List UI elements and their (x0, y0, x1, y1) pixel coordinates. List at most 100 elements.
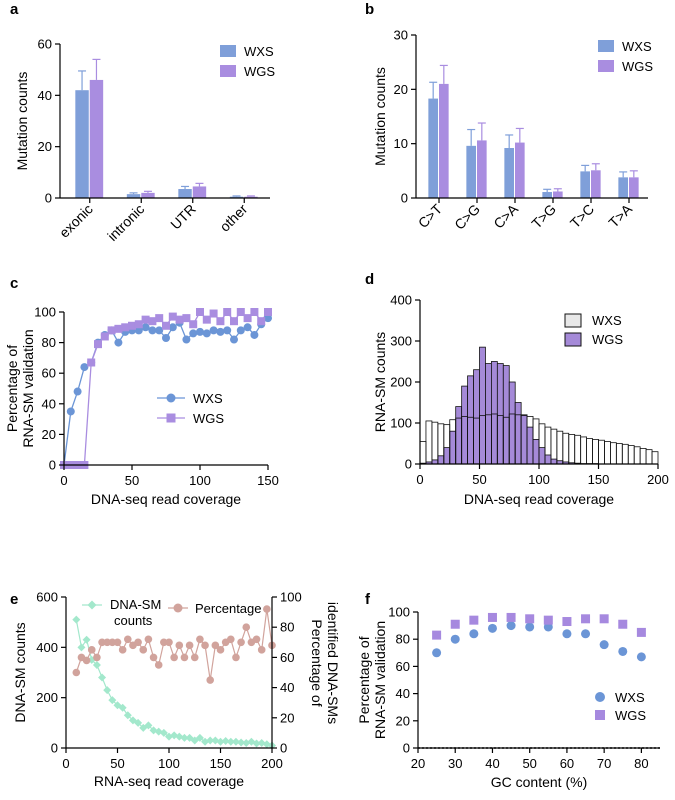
point-wxs-15 (80, 363, 89, 372)
hist-bar-wxs-115 (556, 430, 564, 465)
panel-e-y-tick-label: 600 (36, 590, 58, 605)
bar-wgs-c-t (439, 83, 449, 198)
panel-f-x-tick-label: 70 (597, 756, 611, 771)
panel-f-y-tick-label: 60 (396, 659, 410, 674)
point-wgs-20 (87, 358, 96, 367)
panel-d-y-axis-label: RNA-SM counts (372, 332, 388, 432)
panel-label-b: b (365, 1, 374, 18)
point-wgs-30 (100, 332, 109, 341)
point-wxs-50 (525, 622, 535, 632)
panel-e-right-y-tick-label: 40 (280, 680, 294, 695)
hist-bar-wxs-125 (568, 434, 576, 465)
point-percentage-70 (134, 638, 142, 647)
point-wgs-80 (168, 312, 177, 321)
panel-b-y-tick-label: 20 (394, 82, 408, 97)
hist-bar-wxs-170 (621, 443, 629, 465)
point-wxs-5 (66, 407, 75, 416)
panel-d-x-axis-label: DNA-seq read coverage (464, 491, 614, 507)
point-wgs-35 (107, 326, 116, 335)
point-wxs-95 (189, 329, 198, 338)
hist-bar-wgs-45 (473, 369, 480, 465)
hist-bar-wxs-175 (627, 445, 635, 465)
point-percentage-135 (201, 641, 209, 650)
panel-e-right-axis-label: Percentage of (309, 619, 325, 706)
point-dna-sm-counts-80 (144, 721, 153, 730)
bar-wxs-c-t (428, 98, 438, 198)
legend-swatch-wgs (220, 65, 236, 77)
panel-label-e: e (10, 591, 18, 608)
hist-bar-wgs-30 (455, 406, 463, 465)
hist-bar-wgs-90 (526, 426, 534, 465)
hist-bar-wxs-190 (645, 449, 653, 465)
point-percentage-55 (118, 646, 127, 654)
point-wgs-45 (121, 323, 130, 332)
panel-f-y-tick-label: 40 (396, 686, 410, 701)
point-wxs-45 (506, 621, 516, 631)
panel-c-x-tick-label: 100 (189, 473, 211, 488)
legend-label-wgs: WGS (592, 332, 623, 347)
point-wxs-40 (487, 623, 497, 633)
panel-d-y-tick-label: 300 (390, 334, 412, 349)
point-percentage-150 (216, 646, 225, 654)
hist-bar-wxs-150 (598, 439, 605, 465)
point-percentage-115 (180, 653, 189, 662)
point-wgs-65 (148, 317, 157, 326)
point-wgs-135 (243, 314, 252, 323)
panel-a-y-axis-label: Mutation counts (14, 72, 30, 171)
hist-bar-wgs-65 (496, 363, 504, 465)
point-dna-sm-counts-160 (226, 737, 235, 746)
bar-wxs-intronic (126, 194, 141, 198)
point-percentage-20 (82, 656, 91, 665)
point-percentage-195 (263, 605, 271, 613)
point-percentage-75 (139, 646, 148, 654)
point-wxs-40 (114, 338, 123, 347)
legend-swatch-wxs (598, 40, 614, 52)
hist-bar-wgs-60 (490, 361, 498, 465)
bar-wgs-t-a (629, 177, 639, 198)
panel-a-y-tick-label: 0 (45, 191, 52, 206)
point-dna-sm-counts-15 (77, 643, 86, 652)
panel-e-y-tick-label: 0 (51, 741, 58, 756)
legend-label-wgs: WGS (193, 411, 224, 426)
hist-bar-wxs-135 (580, 436, 588, 465)
legend-swatch-wxs (564, 313, 582, 328)
point-wxs-110 (209, 326, 218, 335)
legend-label-percentage: Percentage (195, 601, 262, 616)
point-percentage-85 (149, 653, 158, 662)
panel-f-x-axis-label: GC content (%) (491, 774, 587, 790)
category-label-c-g: C>G (451, 201, 483, 233)
panel-c-y-tick-label: 40 (42, 396, 56, 411)
panel-d-rna-sm-histogram: 0 100 200 300 400 0 50 100 150 200 DNA-seq read co… (372, 293, 669, 508)
point-wgs-65 (581, 614, 591, 624)
legend-marker-wgs (166, 413, 176, 423)
category-label-c-a: C>A (490, 200, 521, 231)
point-wxs-75 (162, 334, 170, 343)
hist-bar-wgs-10 (431, 459, 439, 465)
panel-e-right-y-tick-label: 100 (280, 590, 302, 605)
panel-b-mutation-type-bar-chart: 0 10 20 30 C>T C>G C>A T>G T>C T>A Mutation counts… (372, 28, 653, 233)
panel-a-y-tick-label: 60 (38, 37, 52, 52)
bar-wxs-exonic (75, 90, 89, 198)
panel-c-x-tick-label: 0 (60, 473, 67, 488)
point-wxs-70 (155, 326, 164, 335)
point-wgs-125 (230, 317, 238, 326)
point-wgs-130 (236, 308, 245, 316)
point-wxs-65 (148, 326, 157, 335)
bar-wgs-intronic (141, 192, 155, 198)
hist-bar-wxs-160 (610, 442, 617, 465)
hist-bar-wgs-85 (520, 414, 528, 465)
hist-bar-wgs-80 (514, 402, 522, 465)
point-wgs-150 (264, 308, 272, 316)
point-wxs-65 (581, 629, 591, 639)
point-wxs-75 (618, 646, 628, 656)
panel-label-c: c (10, 275, 18, 292)
point-percentage-190 (257, 646, 266, 654)
point-percentage-105 (170, 653, 178, 662)
point-dna-sm-counts-70 (134, 718, 143, 727)
bar-wgs-t-g (553, 191, 563, 198)
point-dna-sm-counts-35 (98, 673, 107, 682)
panel-d-x-tick-label: 150 (588, 472, 610, 487)
point-wxs-135 (243, 323, 252, 332)
point-wxs-35 (469, 629, 479, 639)
